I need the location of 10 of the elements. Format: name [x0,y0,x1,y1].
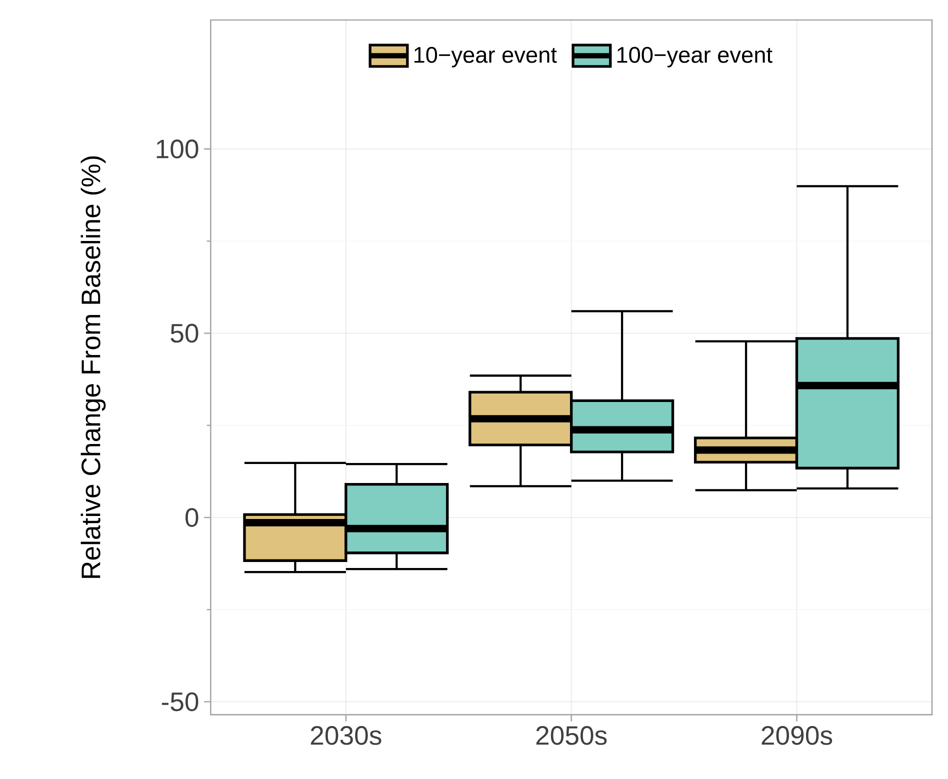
y-tick-label: 100 [156,140,198,159]
legend-label: 100−year event [617,47,772,68]
x-tick-label: 2090s [762,726,832,746]
x-tick-label: 2030s [310,726,382,746]
x-tick-label: 2050s [536,726,607,746]
y-tick-label: 50 [170,324,198,343]
y-tick-label: 0 [186,508,198,528]
y-axis-title: Relative Change From Baseline (%) [80,156,106,578]
legend-label: 10−year event [414,47,557,68]
y-tick-label: -50 [162,692,198,712]
